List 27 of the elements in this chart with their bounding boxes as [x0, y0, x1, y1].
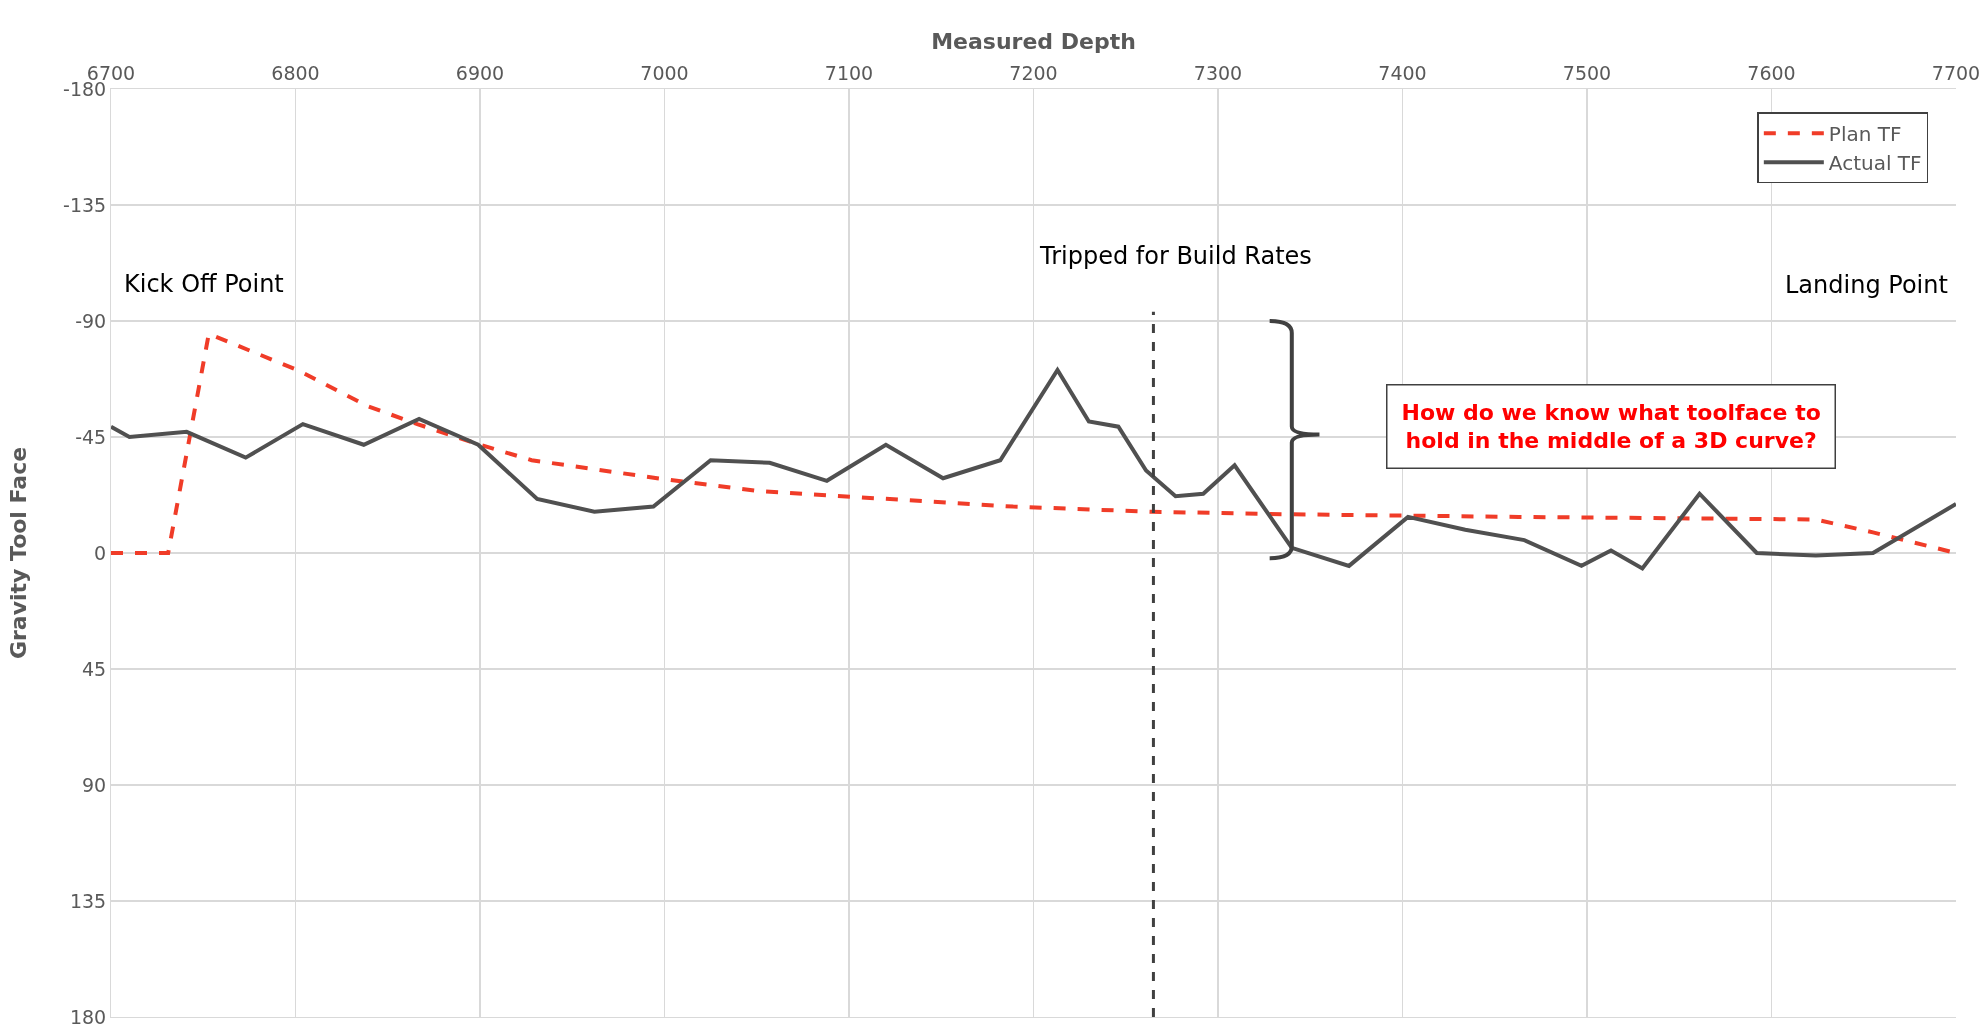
x-tick-label: 7600: [1747, 62, 1796, 85]
y-tick-label: 180: [69, 1005, 107, 1028]
x-tick-label: 7400: [1378, 62, 1427, 85]
x-axis-title: Measured Depth: [931, 29, 1136, 55]
x-tick-label: 7200: [1009, 62, 1058, 85]
y-tick-label: 90: [82, 773, 107, 796]
legend-label: Actual TF: [1828, 151, 1922, 175]
annotation: Landing Point: [1785, 271, 1948, 299]
x-tick-label: 7500: [1562, 62, 1612, 85]
y-tick-label: -90: [75, 309, 107, 332]
x-tick-label: 7000: [640, 62, 689, 85]
y-tick-label: -45: [75, 425, 107, 448]
x-tick-label: 7700: [1931, 62, 1981, 85]
y-tick-label: 0: [94, 541, 107, 564]
x-tick-label: 7100: [824, 62, 874, 85]
x-tick-label: 6800: [271, 62, 320, 85]
legend-label: Plan TF: [1828, 122, 1902, 146]
x-tick-label: 7300: [1193, 62, 1243, 85]
line-series: [111, 367, 1956, 571]
y-tick-label: 45: [82, 657, 107, 680]
annotation: Kick Off Point: [124, 270, 284, 298]
y-axis-title: Gravity Tool Face: [5, 446, 31, 660]
annotation: How do we know what toolface to hold in the middle of a 3D curve?: [1401, 399, 1821, 454]
y-tick-label: -135: [63, 193, 107, 216]
annotation: Tripped for Build Rates: [1039, 242, 1312, 270]
y-tick-label: 135: [69, 889, 107, 912]
x-tick-label: 6900: [455, 62, 505, 85]
